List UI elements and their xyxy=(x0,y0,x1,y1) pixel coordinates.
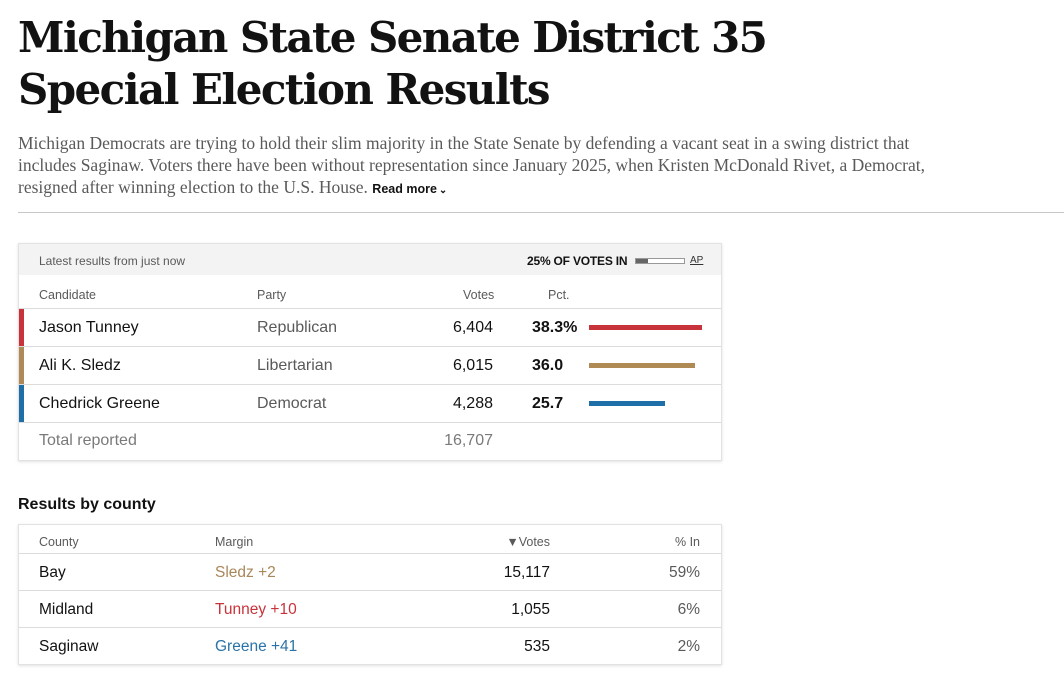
candidate-rows: Jason Tunney Republican 6,404 38.3% Ali K. S… xyxy=(19,309,721,423)
candidate-pct: 38.3% xyxy=(532,319,578,336)
county-section-title: Results by county xyxy=(18,496,156,513)
county-rows: Bay Sledz +2 15,117 59% Midland Tunney +10 1,0… xyxy=(19,554,721,665)
county-row: Midland Tunney +10 1,055 6% xyxy=(19,591,721,628)
total-label: Total reported xyxy=(39,432,137,449)
column-votes-sort[interactable]: ▼Votes xyxy=(506,535,550,549)
latest-results-label: Latest results from just now xyxy=(39,254,186,268)
county-name: Bay xyxy=(39,564,66,581)
candidate-name: Ali K. Sledz xyxy=(39,357,121,374)
column-party: Party xyxy=(257,288,287,302)
column-pct: Pct. xyxy=(548,288,570,302)
county-table: County Margin ▼Votes % In Bay Sledz +2 15,… xyxy=(18,524,722,665)
county-pct-in: 2% xyxy=(677,638,700,655)
summary-body: Michigan Democrats are trying to hold th… xyxy=(18,133,925,197)
read-more-button[interactable]: Read more ⌄ xyxy=(372,182,447,196)
results-table: Latest results from just now 25% OF VOTE… xyxy=(18,243,722,461)
candidate-pct: 25.7 xyxy=(532,395,564,412)
total-votes: 16,707 xyxy=(444,432,493,449)
chevron-down-icon: ⌄ xyxy=(438,185,448,196)
county-votes: 1,055 xyxy=(511,601,550,618)
candidate-votes: 4,288 xyxy=(452,395,493,412)
column-county: County xyxy=(39,535,79,549)
read-more-label: Read more xyxy=(372,182,437,196)
county-margin: Sledz +2 xyxy=(215,564,276,581)
county-row: Saginaw Greene +41 535 2% xyxy=(19,628,721,665)
header-divider xyxy=(18,212,1064,213)
county-pct-in: 59% xyxy=(668,564,700,581)
candidate-votes: 6,404 xyxy=(452,319,493,336)
candidate-pct-bar xyxy=(589,401,665,406)
party-color-stripe xyxy=(19,309,24,346)
votes-in-progress-bar xyxy=(635,258,685,264)
candidate-row: Ali K. Sledz Libertarian 6,015 36.0 xyxy=(19,347,721,385)
county-pct-in: 6% xyxy=(677,601,700,618)
column-candidate: Candidate xyxy=(39,288,96,302)
candidate-pct-bar xyxy=(589,325,702,330)
candidate-row: Chedrick Greene Democrat 4,288 25.7 xyxy=(19,385,721,423)
county-name: Midland xyxy=(39,601,94,618)
candidate-party: Libertarian xyxy=(257,357,333,374)
column-votes: Votes xyxy=(463,288,495,302)
summary-text: Michigan Democrats are trying to hold th… xyxy=(18,132,958,202)
page-title: Michigan State Senate District 35 Specia… xyxy=(18,13,768,114)
county-row: Bay Sledz +2 15,117 59% xyxy=(19,554,721,591)
ap-source-link[interactable]: AP xyxy=(690,255,704,266)
party-color-stripe xyxy=(19,385,24,422)
party-color-stripe xyxy=(19,347,24,384)
candidate-row: Jason Tunney Republican 6,404 38.3% xyxy=(19,309,721,347)
candidate-name: Chedrick Greene xyxy=(39,395,160,412)
county-margin: Tunney +10 xyxy=(215,601,297,618)
county-name: Saginaw xyxy=(39,638,99,655)
column-pct-in: % In xyxy=(674,535,700,549)
county-votes: 535 xyxy=(524,638,550,655)
candidate-pct-bar xyxy=(589,363,695,368)
candidate-party: Republican xyxy=(257,319,338,336)
results-header: Latest results from just now 25% OF VOTE… xyxy=(19,244,721,275)
county-column-headers: County Margin ▼Votes % In xyxy=(19,525,721,554)
total-row: Total reported 16,707 xyxy=(19,423,721,461)
votes-in-label: 25% OF VOTES IN xyxy=(527,254,628,268)
votes-in-progress-fill xyxy=(636,259,648,263)
results-column-headers: Candidate Party Votes Pct. xyxy=(19,275,721,309)
candidate-name: Jason Tunney xyxy=(39,319,139,336)
candidate-votes: 6,015 xyxy=(452,357,493,374)
candidate-pct: 36.0 xyxy=(532,357,564,374)
column-margin: Margin xyxy=(215,535,254,549)
county-margin: Greene +41 xyxy=(215,638,298,655)
county-votes: 15,117 xyxy=(503,564,550,581)
candidate-party: Democrat xyxy=(257,395,327,412)
